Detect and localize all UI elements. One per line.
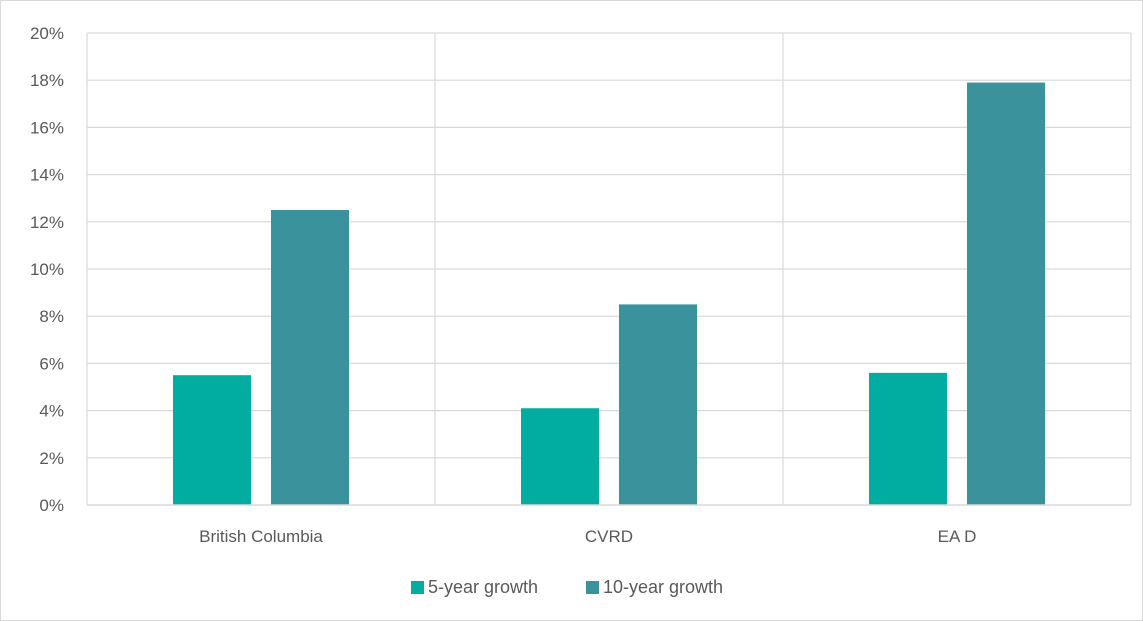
legend-label: 5-year growth xyxy=(428,577,538,597)
y-tick-label: 8% xyxy=(39,307,64,326)
bar-5-year-2 xyxy=(869,372,947,505)
bars xyxy=(173,82,1045,505)
y-tick-label: 6% xyxy=(39,354,64,373)
y-tick-label: 20% xyxy=(30,24,64,43)
y-axis: 0% 2% 4% 6% 8% 10% 12% 14% 16% 18% 20% xyxy=(30,24,64,515)
y-tick-label: 2% xyxy=(39,449,64,468)
y-tick-label: 16% xyxy=(30,118,64,137)
legend-swatch xyxy=(411,581,424,594)
bar-10-year-0 xyxy=(271,210,349,505)
bar-10-year-1 xyxy=(619,304,697,505)
bar-10-year-2 xyxy=(967,82,1045,505)
x-category-label: CVRD xyxy=(585,527,633,546)
gridlines xyxy=(87,32,1131,459)
y-tick-label: 4% xyxy=(39,402,64,421)
y-tick-label: 14% xyxy=(30,166,64,185)
legend-label: 10-year growth xyxy=(603,577,723,597)
y-tick-label: 0% xyxy=(39,496,64,515)
x-category-label: EA D xyxy=(938,527,977,546)
bar-5-year-1 xyxy=(521,408,599,505)
y-tick-label: 18% xyxy=(30,71,64,90)
x-axis: British Columbia CVRD EA D xyxy=(199,527,976,546)
legend: 5-year growth 10-year growth xyxy=(411,577,723,597)
y-tick-label: 12% xyxy=(30,213,64,232)
legend-swatch xyxy=(586,581,599,594)
bar-5-year-0 xyxy=(173,375,251,505)
y-tick-label: 10% xyxy=(30,260,64,279)
category-separators xyxy=(86,33,1132,505)
x-category-label: British Columbia xyxy=(199,527,323,546)
